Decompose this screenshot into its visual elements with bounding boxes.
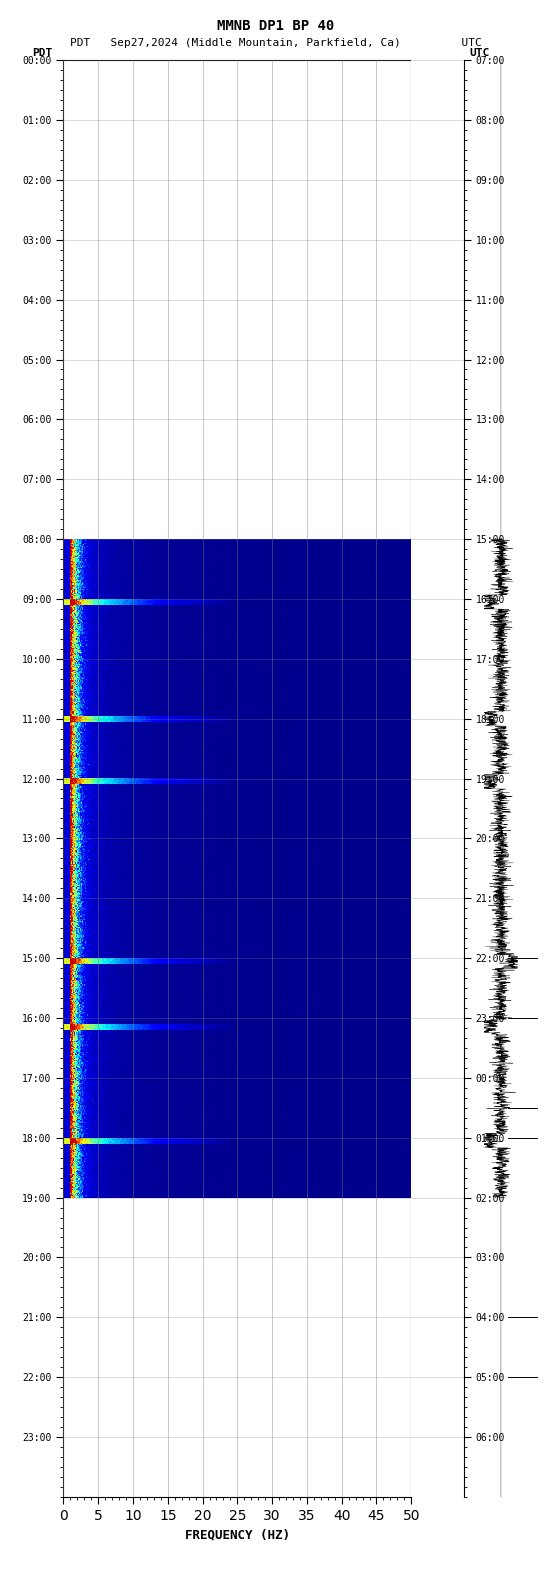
X-axis label: FREQUENCY (HZ): FREQUENCY (HZ) [185, 1529, 290, 1541]
Text: PDT   Sep27,2024 (Middle Mountain, Parkfield, Ca)         UTC: PDT Sep27,2024 (Middle Mountain, Parkfie… [70, 38, 482, 48]
Text: UTC: UTC [469, 48, 490, 57]
Text: PDT: PDT [32, 48, 52, 57]
Text: MMNB DP1 BP 40: MMNB DP1 BP 40 [217, 19, 335, 33]
